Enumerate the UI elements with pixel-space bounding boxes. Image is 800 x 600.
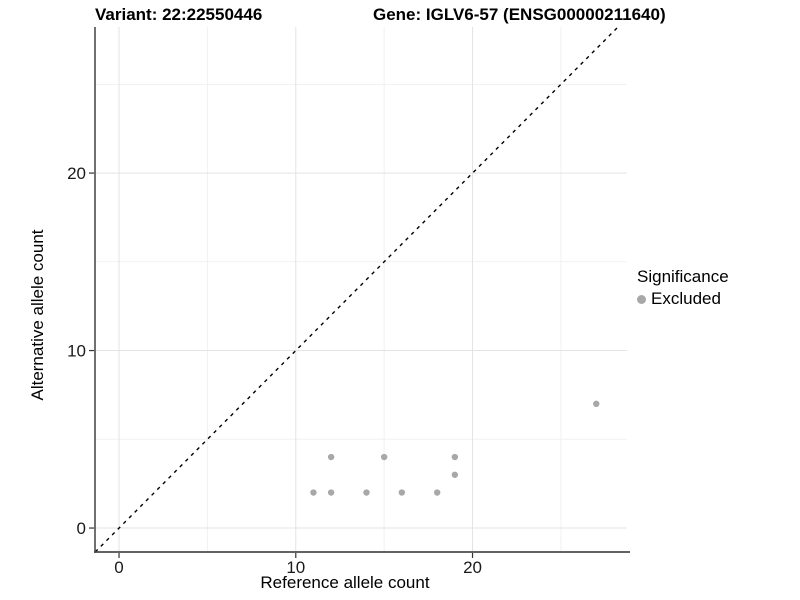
- legend-point-icon: [637, 294, 646, 304]
- x-tick-label: 0: [114, 558, 123, 577]
- data-point: [310, 489, 317, 496]
- y-tick-label: 10: [67, 342, 86, 361]
- y-axis-title: Alternative allele count: [28, 229, 47, 401]
- x-axis-title: Reference allele count: [260, 573, 430, 592]
- data-point: [451, 471, 459, 478]
- identity-line: [94, 26, 619, 553]
- data-point: [451, 453, 459, 461]
- data-point: [380, 453, 388, 461]
- data-point: [327, 489, 335, 496]
- variant-title: Variant: 22:22550446: [95, 5, 263, 24]
- data-point: [433, 489, 441, 496]
- legend-title: Significance: [637, 267, 729, 286]
- x-tick-label: 20: [463, 558, 482, 577]
- data-point: [593, 400, 600, 408]
- legend-entry-excluded: Excluded: [637, 289, 729, 309]
- legend: Significance Excluded: [637, 267, 729, 309]
- legend-entry-label: Excluded: [651, 289, 721, 308]
- data-point: [327, 453, 335, 461]
- y-tick-label: 20: [67, 164, 86, 183]
- data-point: [398, 489, 406, 496]
- gene-title: Gene: IGLV6-57 (ENSG00000211640): [373, 5, 666, 24]
- y-tick-label: 0: [77, 519, 86, 538]
- data-point: [363, 489, 370, 496]
- x-tick-label: 10: [286, 558, 305, 577]
